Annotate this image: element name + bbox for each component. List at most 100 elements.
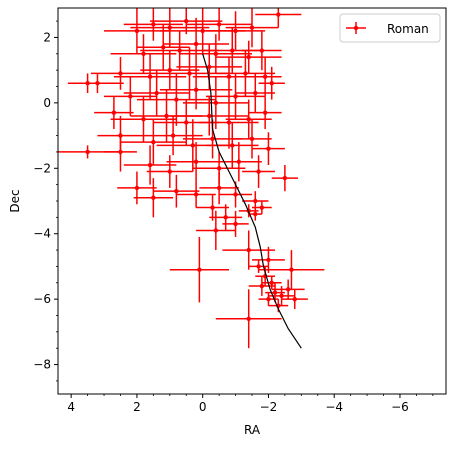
- errorbar-point: [150, 8, 223, 35]
- errorbar-point: [235, 73, 276, 113]
- errorbar-point: [252, 132, 285, 166]
- errorbar-point: [186, 8, 252, 41]
- data-point: [269, 280, 274, 285]
- data-point: [141, 117, 146, 122]
- errorbar-point: [153, 174, 200, 208]
- errorbar-point: [133, 178, 174, 218]
- data-point: [184, 18, 189, 24]
- data-point: [243, 71, 248, 76]
- data-point: [246, 247, 251, 253]
- data-point: [141, 51, 146, 56]
- x-tick-label: 0: [199, 400, 207, 414]
- data-point: [187, 71, 192, 76]
- errorbar-point: [110, 34, 177, 74]
- data-point: [236, 159, 242, 164]
- data-point: [226, 120, 232, 125]
- data-point: [207, 113, 212, 119]
- data-point: [167, 169, 172, 174]
- data-point: [249, 25, 255, 30]
- errorbar-point: [258, 66, 285, 100]
- legend-box: [339, 13, 441, 43]
- errorbar-point: [222, 210, 249, 237]
- errorbar-point: [163, 17, 229, 71]
- data-point: [266, 146, 271, 151]
- data-point: [134, 28, 140, 34]
- data-point: [154, 90, 159, 96]
- data-point: [151, 22, 156, 27]
- data-point: [233, 28, 238, 34]
- errorbar-point: [248, 57, 282, 97]
- errorbar-point: [104, 8, 170, 54]
- x-tick-label: −4: [325, 400, 343, 414]
- data-point: [266, 257, 271, 263]
- data-point: [230, 143, 235, 148]
- y-axis-label: Dec: [8, 189, 22, 212]
- errorbar-point: [67, 73, 108, 94]
- x-tick-label: 4: [67, 400, 75, 414]
- data-point: [285, 287, 291, 292]
- data-point: [253, 90, 258, 96]
- data-point: [167, 67, 172, 73]
- x-tick-label: 2: [133, 400, 141, 414]
- data-point: [292, 296, 297, 302]
- data-point: [184, 120, 189, 125]
- data-point: [200, 28, 205, 34]
- data-point: [174, 97, 179, 102]
- y-tick-label: −4: [33, 227, 51, 241]
- errorbar-point: [176, 181, 216, 208]
- data-point: [223, 215, 228, 220]
- errorbar-point: [123, 8, 183, 41]
- data-point: [213, 100, 219, 106]
- x-axis-label: RA: [244, 423, 261, 437]
- data-point: [262, 110, 268, 115]
- errorbar-point: [113, 53, 187, 100]
- data-point: [213, 51, 219, 56]
- data-point: [282, 175, 288, 181]
- errorbar-point: [248, 96, 282, 130]
- y-axis-ticks: 2 0 −2 −4 −6 −8: [33, 20, 58, 382]
- data-point: [197, 267, 202, 272]
- errorbar-point: [252, 246, 285, 273]
- data-point: [289, 267, 294, 272]
- data-point: [216, 22, 222, 27]
- errorbar-point: [271, 165, 299, 192]
- errorbar-point: [205, 122, 259, 169]
- data-point: [249, 136, 255, 142]
- data-point: [147, 74, 153, 79]
- errorbar-point: [169, 236, 229, 303]
- errorbar-point: [258, 292, 279, 306]
- errorbar-point: [136, 24, 190, 71]
- y-tick-label: 0: [43, 96, 51, 110]
- errorbar-point: [120, 119, 187, 166]
- data-point: [151, 139, 156, 145]
- data-point: [246, 316, 251, 321]
- y-tick-label: −6: [33, 292, 51, 306]
- data-point: [213, 228, 219, 233]
- errorbar-point: [110, 96, 177, 143]
- errorbar-point: [104, 132, 137, 172]
- data-point: [253, 198, 258, 204]
- errorbar-point: [94, 96, 134, 130]
- x-axis-ticks: 4 2 0 −2 −4 −6: [67, 394, 434, 414]
- data-point: [207, 64, 212, 70]
- data-point: [190, 143, 196, 148]
- errorbar-point: [232, 119, 272, 159]
- errorbar-point: [182, 76, 249, 130]
- data-point: [279, 293, 284, 299]
- data-point: [170, 133, 176, 138]
- data-point: [167, 25, 172, 30]
- data-point: [147, 162, 153, 168]
- x-tick-label: −2: [260, 400, 278, 414]
- data-point: [118, 149, 123, 155]
- data-point: [256, 264, 261, 269]
- data-point: [118, 71, 123, 76]
- errorbar-point: [123, 70, 190, 116]
- errorbar-point: [146, 155, 193, 188]
- data-point: [269, 81, 274, 86]
- data-point: [272, 290, 278, 295]
- errorbar-point: [117, 171, 157, 205]
- errorbar-point: [209, 204, 243, 231]
- data-point: [246, 54, 251, 60]
- errorbar-point: [225, 99, 272, 139]
